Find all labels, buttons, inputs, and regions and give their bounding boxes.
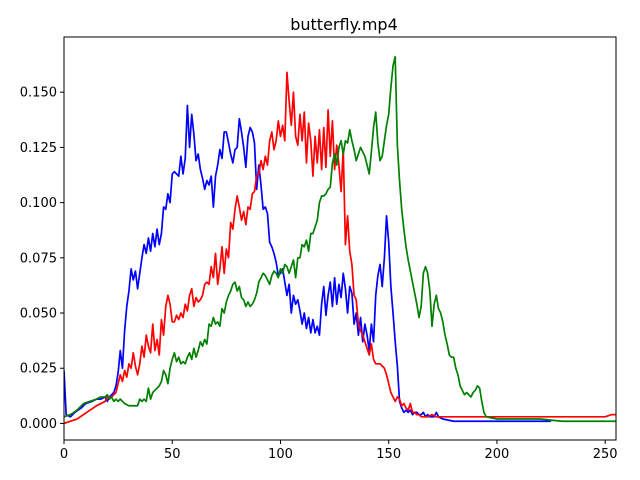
- y-tick-label: 0.150: [20, 86, 57, 101]
- x-tick-label: 200: [485, 447, 510, 462]
- y-tick-label: 0.025: [20, 362, 57, 377]
- y-tick-label: 0.075: [20, 251, 57, 266]
- y-tick-label: 0.000: [20, 417, 57, 432]
- series-line-0: [64, 104, 552, 423]
- x-tick-label: 250: [593, 447, 618, 462]
- x-tick-label: 100: [268, 447, 293, 462]
- series-line-1: [64, 71, 616, 425]
- y-tick-label: 0.125: [20, 141, 57, 156]
- chart-title: butterfly.mp4: [290, 15, 398, 34]
- series-line-2: [64, 56, 616, 423]
- plot-area-frame: [63, 36, 617, 441]
- x-tick-label: 0: [60, 447, 68, 462]
- y-tick-label: 0.100: [20, 196, 57, 211]
- x-tick-label: 50: [164, 447, 181, 462]
- x-tick-label: 150: [376, 447, 401, 462]
- y-tick-label: 0.050: [20, 307, 57, 322]
